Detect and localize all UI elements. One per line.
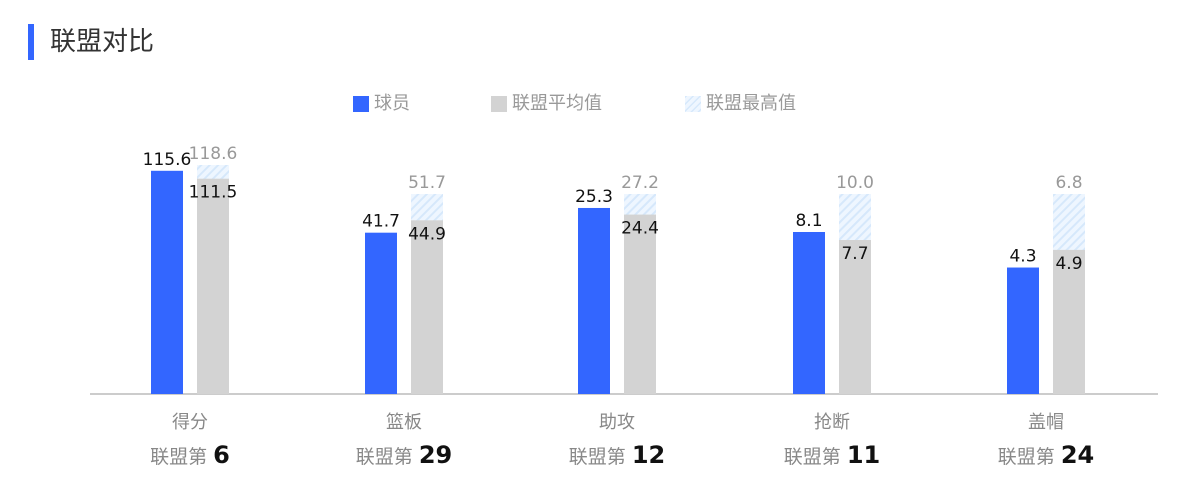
value-label-league-max: 27.2 <box>621 173 659 193</box>
value-label-league-avg: 24.4 <box>621 219 659 239</box>
league-rank: 联盟第 24 <box>998 441 1094 469</box>
bar-league-avg[interactable] <box>839 240 871 394</box>
legend-swatch-avg <box>491 96 507 112</box>
rank-prefix: 联盟第 <box>784 446 847 468</box>
value-label-league-avg: 44.9 <box>408 224 446 244</box>
bar-league-avg[interactable] <box>411 220 443 394</box>
value-label-player: 8.1 <box>795 211 822 231</box>
value-label-league-avg: 4.9 <box>1055 254 1082 274</box>
rank-number: 24 <box>1061 441 1094 469</box>
rank-number: 11 <box>847 441 880 469</box>
bar-league-avg[interactable] <box>197 178 229 394</box>
category-label: 盖帽 <box>1028 412 1064 433</box>
value-label-league-avg: 111.5 <box>189 183 238 203</box>
value-label-player: 25.3 <box>575 187 613 207</box>
bar-player[interactable] <box>1007 267 1039 394</box>
rank-prefix: 联盟第 <box>998 446 1061 468</box>
section-accent-bar <box>28 24 34 60</box>
league-rank: 联盟第 6 <box>150 441 230 469</box>
rank-number: 29 <box>419 441 452 469</box>
league-rank: 联盟第 12 <box>569 441 665 469</box>
category-label: 抢断 <box>814 412 850 433</box>
rank-prefix: 联盟第 <box>569 446 632 468</box>
bar-player[interactable] <box>578 207 610 394</box>
chart-legend: 球员 联盟平均值 联盟最高值 <box>0 92 1193 116</box>
value-label-player: 115.6 <box>143 150 192 170</box>
rank-prefix: 联盟第 <box>150 446 213 468</box>
legend-swatch-player <box>353 96 369 112</box>
rank-number: 12 <box>632 441 665 469</box>
value-label-league-max: 118.6 <box>189 144 238 164</box>
category-label: 篮板 <box>386 412 422 433</box>
value-label-league-max: 10.0 <box>836 173 874 193</box>
value-label-player: 4.3 <box>1009 247 1036 267</box>
section-title: 联盟对比 <box>50 27 155 57</box>
legend-label-avg: 联盟平均值 <box>512 93 602 114</box>
league-rank: 联盟第 29 <box>356 441 452 469</box>
bar-player[interactable] <box>793 232 825 394</box>
legend-swatch-max <box>685 96 701 112</box>
category-label: 助攻 <box>599 412 635 433</box>
value-label-league-max: 51.7 <box>408 173 446 193</box>
bar-league-avg[interactable] <box>1053 249 1085 394</box>
legend-label-max: 联盟最高值 <box>706 93 796 114</box>
legend-label-player: 球员 <box>374 93 410 114</box>
value-label-league-max: 6.8 <box>1055 173 1082 193</box>
rank-number: 6 <box>213 441 230 469</box>
bar-player[interactable] <box>365 232 397 394</box>
value-label-league-avg: 7.7 <box>841 244 868 264</box>
bar-league-avg[interactable] <box>624 214 656 394</box>
category-label: 得分 <box>172 412 208 433</box>
league-rank: 联盟第 11 <box>784 441 880 469</box>
rank-prefix: 联盟第 <box>356 446 419 468</box>
value-label-player: 41.7 <box>362 212 400 232</box>
bar-player[interactable] <box>151 170 183 394</box>
